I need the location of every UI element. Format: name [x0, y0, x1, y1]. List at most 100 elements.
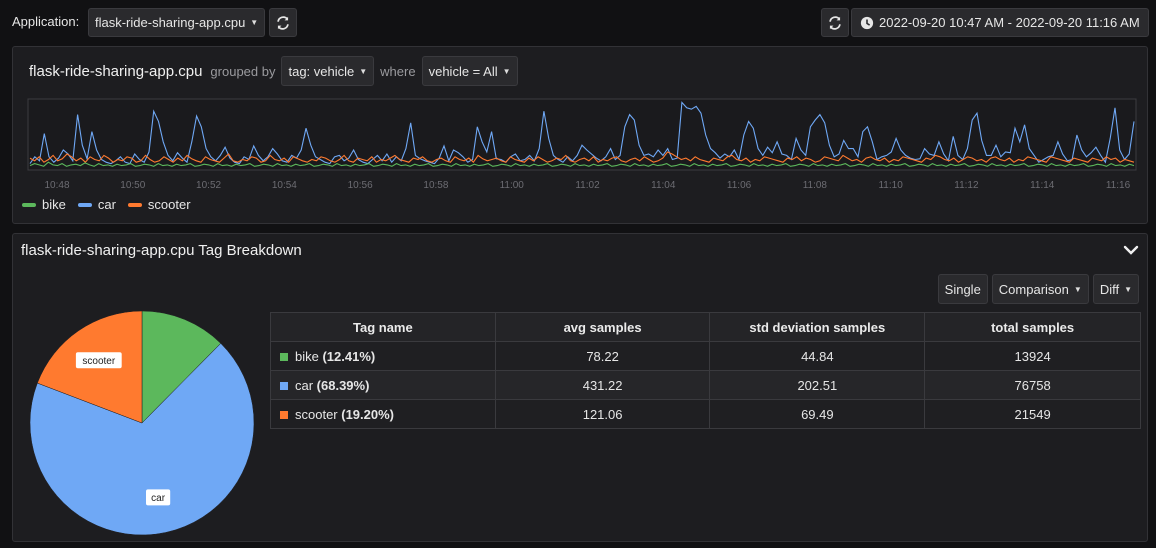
table-row[interactable]: car (68.39%) 431.22 202.51 76758 — [270, 370, 1141, 400]
total-samples-cell: 21549 — [924, 399, 1141, 429]
x-tick-label: 10:48 — [44, 180, 69, 191]
svg-text:scooter: scooter — [82, 356, 115, 367]
legend-swatch — [77, 202, 92, 207]
legend-item-car[interactable]: car — [77, 197, 116, 212]
legend-swatch — [22, 202, 36, 207]
application-select[interactable]: flask-ride-sharing-app.cpu ▼ — [88, 8, 266, 37]
refresh-icon — [829, 15, 841, 30]
column-header-std-deviation[interactable]: std deviation samples — [709, 312, 926, 342]
column-header-total-samples[interactable]: total samples — [924, 312, 1141, 342]
x-tick-label: 11:04 — [651, 180, 676, 191]
tag-pie-chart: car scooter — [29, 310, 255, 536]
x-tick-label: 10:58 — [423, 180, 448, 191]
x-tick-label: 11:00 — [500, 180, 525, 191]
caret-down-icon: ▼ — [1073, 284, 1082, 294]
timeline-chart[interactable]: 10:48 10:50 10:52 10:54 10:56 10:58 11:00 11:02… — [13, 47, 1149, 197]
tag-percentage: (19.20%) — [341, 406, 394, 422]
application-select-value: flask-ride-sharing-app.cpu — [95, 15, 246, 30]
diff-view-button[interactable]: Diff ▼ — [1092, 274, 1139, 304]
time-range-picker[interactable]: 2022-09-20 10:47 AM - 2022-09-20 11:16 A… — [851, 8, 1149, 37]
tag-name-cell: car (68.39%) — [270, 370, 496, 400]
x-tick-label: 10:54 — [272, 180, 297, 191]
tag-percentage: (12.41%) — [322, 348, 376, 364]
timeline-header: flask-ride-sharing-app.cpu grouped by ta… — [29, 56, 518, 86]
tag-color-swatch — [280, 410, 288, 419]
comparison-view-label: Comparison — [998, 281, 1069, 297]
pie-label-car: car — [146, 489, 171, 506]
x-tick-label: 11:02 — [575, 180, 600, 191]
tag-name: bike — [295, 348, 323, 364]
caret-down-icon: ▼ — [1124, 284, 1132, 294]
total-samples-cell: 76758 — [924, 370, 1141, 400]
total-samples-cell: 13924 — [924, 341, 1141, 371]
legend-label: car — [97, 197, 116, 212]
refresh-button[interactable] — [821, 8, 849, 37]
tag-name-cell: bike (12.41%) — [270, 341, 496, 371]
group-by-select[interactable]: tag: vehicle ▼ — [281, 56, 375, 86]
x-tick-label: 11:06 — [727, 180, 752, 191]
x-tick-label: 10:56 — [348, 180, 373, 191]
legend-item-bike[interactable]: bike — [22, 197, 66, 212]
single-view-button[interactable]: Single — [937, 274, 988, 304]
x-tick-label: 10:50 — [120, 180, 145, 191]
tag-filter-select[interactable]: vehicle = All ▼ — [421, 56, 518, 86]
comparison-view-button[interactable]: Comparison ▼ — [991, 274, 1089, 304]
legend-swatch — [127, 202, 142, 207]
std-deviation-cell: 44.84 — [709, 341, 926, 371]
breakdown-title: flask-ride-sharing-app.cpu Tag Breakdown — [21, 242, 302, 259]
tag-name: scooter — [295, 406, 342, 422]
svg-text:car: car — [151, 493, 166, 504]
pie-slice-bike[interactable] — [141, 310, 222, 424]
where-label: where — [380, 63, 416, 79]
tag-color-swatch — [280, 352, 288, 361]
time-range-value: 2022-09-20 10:47 AM - 2022-09-20 11:16 A… — [879, 15, 1140, 30]
single-view-label: Single — [944, 281, 981, 297]
tag-percentage: (68.39%) — [316, 377, 370, 393]
tag-name: car — [295, 377, 317, 393]
std-deviation-cell: 69.49 — [709, 399, 926, 429]
chart-legend: bike car scooter — [22, 197, 191, 212]
column-header-avg-samples[interactable]: avg samples — [494, 312, 711, 342]
avg-samples-cell: 78.22 — [494, 341, 711, 371]
column-header-tag-name[interactable]: Tag name — [270, 312, 496, 342]
pie-label-scooter: scooter — [75, 352, 122, 369]
tag-breakdown-panel: flask-ride-sharing-app.cpu Tag Breakdown… — [12, 233, 1148, 542]
view-mode-buttons: Single Comparison ▼ Diff ▼ — [937, 274, 1139, 304]
diff-view-label: Diff — [1099, 281, 1120, 297]
series-line-car — [29, 101, 1135, 165]
application-label: Application: — [12, 14, 80, 29]
series-line-bike — [29, 161, 1135, 167]
x-tick-label: 11:12 — [954, 180, 979, 191]
clock-icon — [860, 16, 874, 29]
group-by-value: tag: vehicle — [288, 63, 355, 79]
x-tick-label: 11:16 — [1106, 180, 1131, 191]
tag-name-cell: scooter (19.20%) — [270, 399, 496, 429]
chevron-down-icon[interactable] — [1121, 240, 1141, 260]
avg-samples-cell: 431.22 — [494, 370, 711, 400]
timeline-title: flask-ride-sharing-app.cpu — [29, 62, 203, 80]
refresh-apps-button[interactable] — [269, 8, 297, 37]
avg-samples-cell: 121.06 — [494, 399, 711, 429]
legend-label: bike — [42, 197, 66, 212]
table-row[interactable]: bike (12.41%) 78.22 44.84 13924 — [270, 341, 1141, 371]
table-header-row: Tag name avg samples std deviation sampl… — [270, 312, 1141, 342]
refresh-icon — [277, 15, 289, 30]
x-tick-label: 11:08 — [803, 180, 828, 191]
pie-slice-car[interactable] — [29, 343, 255, 536]
grouped-by-label: grouped by — [210, 63, 276, 79]
tag-filter-value: vehicle = All — [428, 63, 498, 79]
legend-label: scooter — [147, 197, 191, 212]
top-toolbar: Application: flask-ride-sharing-app.cpu … — [0, 0, 1156, 44]
legend-item-scooter[interactable]: scooter — [127, 197, 191, 212]
x-tick-label: 11:10 — [878, 180, 903, 191]
x-tick-label: 10:52 — [196, 180, 221, 191]
caret-down-icon: ▼ — [250, 18, 259, 27]
timeline-panel: flask-ride-sharing-app.cpu grouped by ta… — [12, 46, 1148, 224]
x-tick-label: 11:14 — [1030, 180, 1055, 191]
tag-breakdown-table: Tag name avg samples std deviation sampl… — [270, 312, 1141, 429]
series-line-scooter — [29, 151, 1135, 164]
table-row[interactable]: scooter (19.20%) 121.06 69.49 21549 — [270, 399, 1141, 429]
caret-down-icon: ▼ — [359, 66, 368, 76]
caret-down-icon: ▼ — [502, 66, 511, 76]
tag-color-swatch — [280, 381, 288, 390]
